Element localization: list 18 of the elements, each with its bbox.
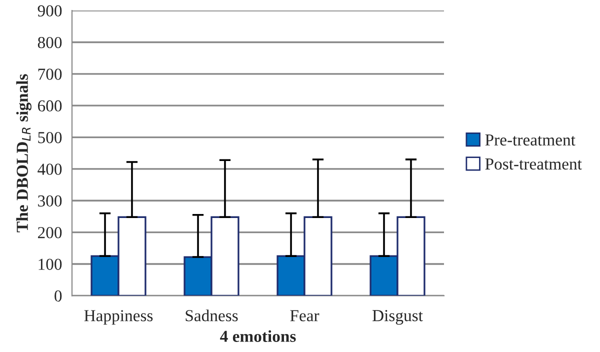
y-tick-label: 300 (38, 195, 62, 207)
y-tick-label: 700 (38, 68, 62, 80)
y-tick-label: 900 (38, 5, 62, 17)
y-tick-label: 100 (38, 258, 62, 270)
x-tick-label: Sadness (186, 310, 238, 322)
y-tick-label: 400 (38, 164, 62, 175)
x-axis-title: 4 emotions (220, 330, 296, 342)
legend-label: Pre-treatment (485, 134, 576, 146)
legend-label: Post-treatment (485, 158, 582, 170)
x-tick-label: Happiness (84, 310, 153, 325)
y-tick-label: 500 (38, 132, 62, 144)
y-tick-label: 800 (38, 36, 62, 48)
y-tick-label: 600 (38, 100, 62, 112)
y-tick-label: 0 (54, 290, 62, 302)
y-tick-label: 200 (38, 227, 62, 238)
x-tick-label: Disgust (372, 310, 423, 325)
x-tick-label: Fear (290, 310, 320, 322)
y-axis-title: The DBOLD$_{LR}$ signals (16, 74, 32, 232)
